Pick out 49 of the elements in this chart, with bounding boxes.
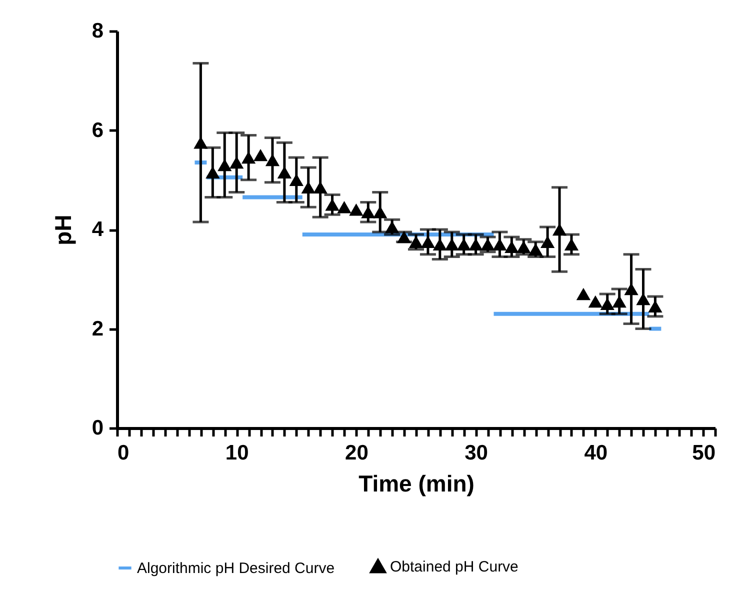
x-tick-label: 30 (464, 442, 488, 464)
x-tick-label: 10 (225, 442, 249, 464)
point (289, 174, 304, 186)
point (230, 156, 244, 169)
point (325, 198, 340, 211)
point (624, 282, 638, 296)
point (468, 238, 483, 251)
y-tick-label: 4 (92, 218, 104, 241)
point (265, 154, 280, 166)
point (456, 238, 471, 251)
legend-label: Algorithmic pH Desired Curve (137, 560, 335, 577)
point (420, 236, 436, 248)
y-tick-label: 0 (92, 416, 104, 440)
point (444, 238, 459, 251)
point (313, 181, 328, 194)
point (612, 295, 626, 308)
y-tick-label: 6 (92, 118, 104, 142)
point (373, 206, 388, 218)
point (504, 240, 519, 253)
point (564, 238, 579, 251)
point (552, 223, 567, 236)
point (253, 148, 268, 162)
point (241, 151, 256, 164)
point (540, 236, 555, 248)
point (432, 238, 447, 251)
point (218, 158, 232, 172)
point (194, 136, 208, 149)
x-tick-label: 0 (118, 442, 130, 464)
point (576, 288, 591, 300)
point (588, 295, 602, 308)
point (492, 238, 507, 251)
x-tick-label: 40 (584, 442, 608, 464)
point (277, 166, 292, 179)
point (516, 240, 531, 253)
legend-label: Obtained pH Curve (390, 558, 518, 576)
point (528, 243, 543, 256)
x-axis-title: Time (min) (358, 470, 474, 496)
y-axis-title: pH (50, 214, 76, 246)
point (337, 201, 352, 214)
y-tick-label: 2 (92, 317, 104, 340)
y-tick-label: 8 (92, 20, 104, 42)
point (206, 166, 220, 179)
point (361, 206, 376, 218)
x-tick-label: 50 (692, 442, 716, 464)
x-tick-label: 20 (345, 442, 368, 464)
point (349, 204, 364, 216)
point (600, 298, 614, 310)
point (301, 181, 316, 194)
point (648, 300, 662, 313)
